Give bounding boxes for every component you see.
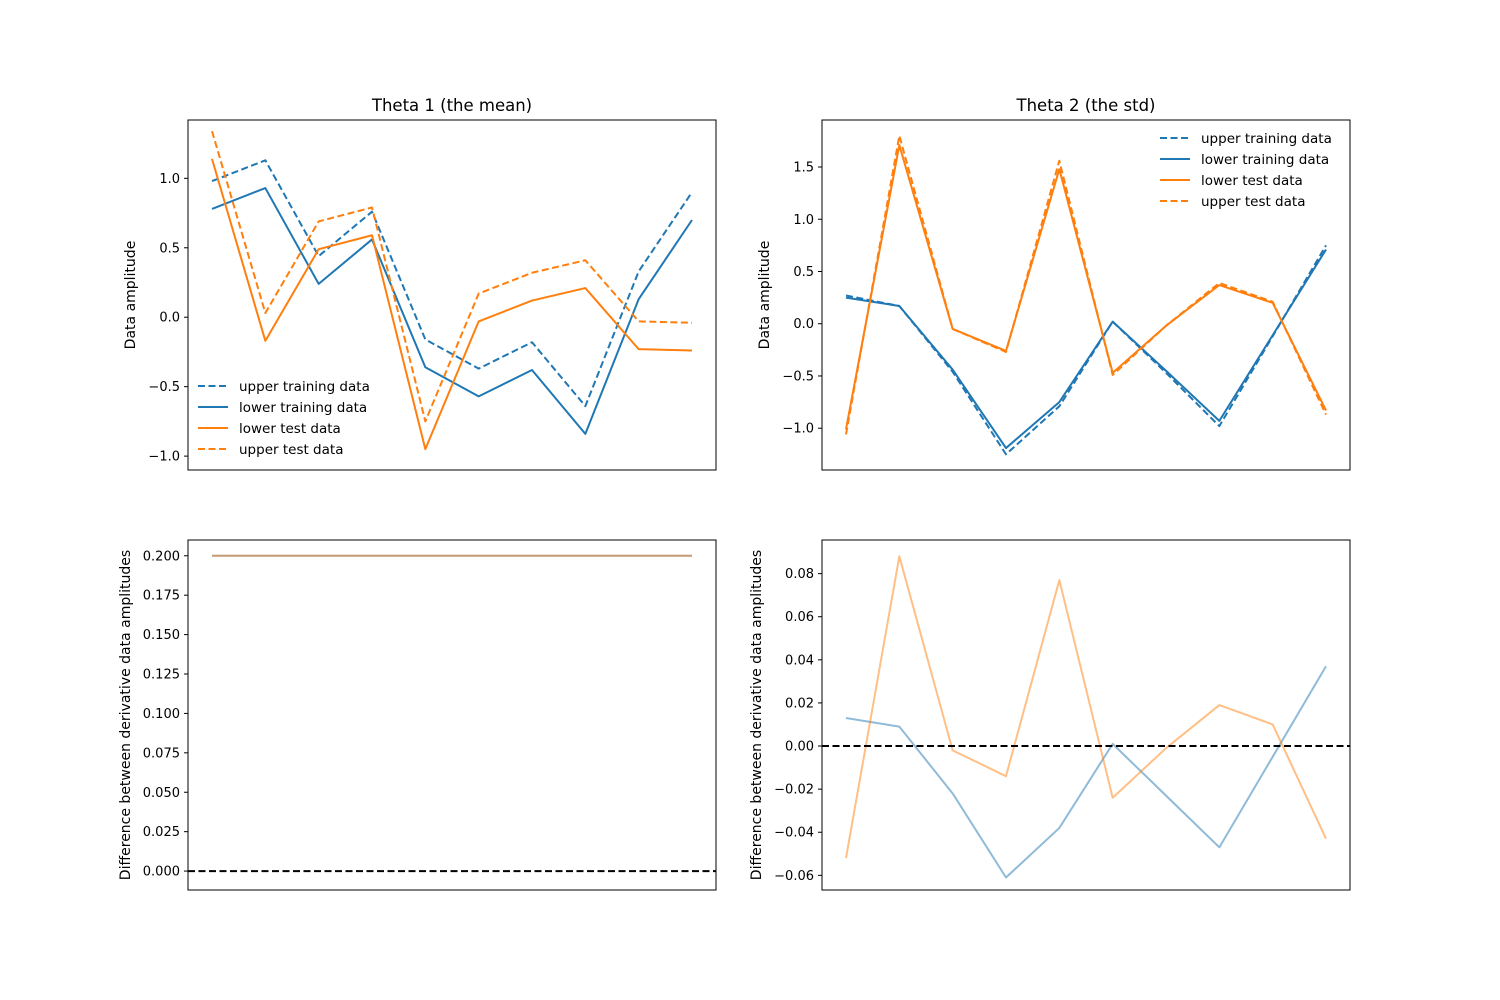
y-tick-label: −0.04 xyxy=(774,826,814,841)
axes-frame xyxy=(821,539,1351,891)
panel-theta1-amplitude: Theta 1 (the mean) Data amplitude −1.0 −0… xyxy=(123,96,717,471)
legend-label: upper test data xyxy=(239,442,343,458)
y-tick-label: 1.0 xyxy=(793,213,814,228)
series-line xyxy=(211,158,693,451)
y-tick-label: 1.0 xyxy=(159,172,180,187)
y-tick-label: 0.000 xyxy=(143,865,180,880)
series-line xyxy=(211,187,693,435)
legend: upper training data lower training data lo… xyxy=(1160,131,1332,210)
y-tick-label: 0.150 xyxy=(143,628,180,643)
axes-frame xyxy=(821,119,1351,471)
y-tick-label: 1.5 xyxy=(793,161,814,176)
y-tick-label: 0.075 xyxy=(143,746,180,761)
y-tick-label: 0.04 xyxy=(785,653,814,668)
y-axis-label: Difference between derivative data ampli… xyxy=(749,550,765,880)
series-line xyxy=(211,130,693,423)
y-tick-label: 0.050 xyxy=(143,786,180,801)
y-axis-label: Data amplitude xyxy=(123,241,139,350)
legend-label: lower test data xyxy=(1201,173,1303,189)
y-tick-label: 0.0 xyxy=(159,311,180,326)
series-line xyxy=(845,134,1327,435)
y-tick-label: 0.025 xyxy=(143,825,180,840)
legend-label: lower training data xyxy=(239,400,367,416)
y-tick-label: −1.0 xyxy=(148,450,180,465)
y-tick-label: 0.0 xyxy=(793,317,814,332)
legend-label: upper training data xyxy=(1201,131,1332,147)
panel-theta1-difference: Difference between derivative data ampli… xyxy=(118,539,717,891)
y-tick-label: 0.5 xyxy=(793,265,814,280)
legend-label: upper test data xyxy=(1201,194,1305,210)
y-tick-label: −1.0 xyxy=(782,422,814,437)
y-tick-label: 0.175 xyxy=(143,589,180,604)
series-line xyxy=(211,159,693,408)
y-tick-label: 0.08 xyxy=(785,567,814,582)
series-line xyxy=(845,665,1327,879)
y-tick-label: 0.06 xyxy=(785,610,814,625)
y-tick-label: 0.125 xyxy=(143,668,180,683)
legend: upper training data lower training data lo… xyxy=(198,379,370,458)
y-tick-label: −0.5 xyxy=(148,380,180,395)
series-line xyxy=(845,555,1327,859)
y-tick-label: 0.00 xyxy=(785,740,814,755)
y-axis-label: Difference between derivative data ampli… xyxy=(118,550,134,880)
panel-theta2-amplitude: Theta 2 (the std) Data amplitude −1.0 −0.… xyxy=(757,96,1351,471)
y-tick-label: 0.02 xyxy=(785,696,814,711)
axes-frame xyxy=(187,119,717,471)
axes-frame xyxy=(187,539,717,891)
panel-title: Theta 1 (the mean) xyxy=(371,96,532,115)
y-tick-label: 0.200 xyxy=(143,549,180,564)
series-line xyxy=(845,249,1327,450)
panel-title: Theta 2 (the std) xyxy=(1016,96,1156,115)
y-tick-label: −0.06 xyxy=(774,869,814,884)
y-tick-label: −0.02 xyxy=(774,783,814,798)
legend-label: lower training data xyxy=(1201,152,1329,168)
panel-theta2-difference: Difference between derivative data ampli… xyxy=(749,539,1351,891)
y-axis-label: Data amplitude xyxy=(757,241,773,350)
legend-label: upper training data xyxy=(239,379,370,395)
y-tick-label: −0.5 xyxy=(782,369,814,384)
y-tick-label: 0.100 xyxy=(143,707,180,722)
legend-label: lower test data xyxy=(239,421,341,437)
y-tick-label: 0.5 xyxy=(159,241,180,256)
